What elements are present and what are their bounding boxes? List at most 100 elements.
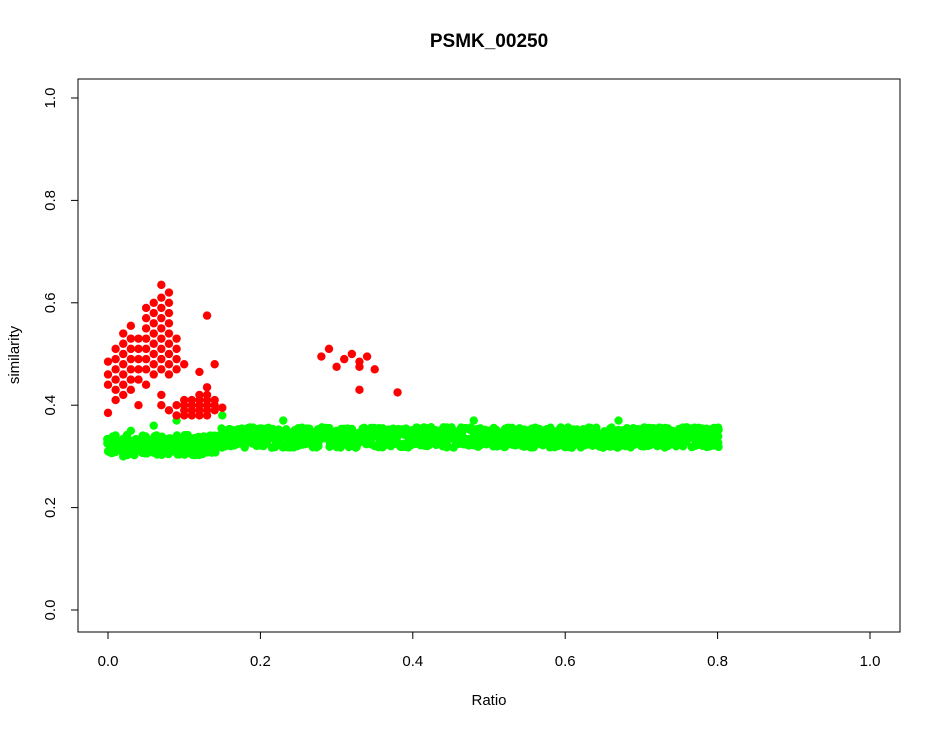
red-point xyxy=(317,352,326,361)
red-point xyxy=(187,411,197,420)
red-point xyxy=(172,365,181,374)
x-tick-label: 0.0 xyxy=(98,653,119,670)
green-point xyxy=(218,411,227,420)
red-point xyxy=(362,352,372,361)
red-point xyxy=(164,298,174,307)
green-series xyxy=(103,411,723,461)
red-point xyxy=(202,383,212,392)
red-point xyxy=(218,403,227,412)
red-point xyxy=(149,329,158,338)
y-axis-label: similarity xyxy=(6,325,23,384)
red-point xyxy=(103,408,113,418)
red-point xyxy=(126,385,136,395)
red-point xyxy=(149,319,158,328)
green-point xyxy=(442,441,452,450)
y-tick-label: 0.8 xyxy=(42,190,59,211)
red-point xyxy=(141,365,151,374)
x-tick-label: 1.0 xyxy=(860,653,881,670)
x-tick-label: 0.2 xyxy=(250,653,271,670)
red-point xyxy=(164,308,174,318)
green-point xyxy=(279,416,288,425)
red-point xyxy=(126,334,136,343)
green-point xyxy=(424,441,433,450)
x-tick-label: 0.8 xyxy=(707,653,728,670)
red-point xyxy=(149,360,158,369)
green-point xyxy=(111,436,120,446)
red-point xyxy=(119,370,128,379)
red-point xyxy=(149,339,158,348)
red-point xyxy=(126,365,136,374)
red-point xyxy=(180,360,189,369)
red-point xyxy=(157,293,166,302)
red-point xyxy=(210,360,219,369)
red-point xyxy=(119,380,128,389)
red-point xyxy=(157,313,166,323)
red-point xyxy=(172,344,181,354)
red-point xyxy=(103,370,113,379)
y-tick-label: 0.2 xyxy=(42,497,59,518)
green-point xyxy=(119,452,128,461)
red-point xyxy=(172,354,181,364)
red-point xyxy=(141,334,151,343)
red-point xyxy=(111,375,120,384)
red-point xyxy=(180,411,189,420)
red-point xyxy=(111,354,120,364)
red-point xyxy=(126,321,136,331)
x-tick-label: 0.4 xyxy=(402,653,423,670)
green-point xyxy=(149,421,158,430)
red-point xyxy=(141,354,151,364)
plot-frame xyxy=(77,78,901,633)
red-point xyxy=(157,401,166,410)
red-point xyxy=(195,411,204,420)
x-axis: 0.0 0.2 0.4 0.6 0.8 1.0 xyxy=(98,631,881,670)
red-point xyxy=(149,308,158,318)
red-point xyxy=(164,329,174,338)
red-point xyxy=(157,344,166,354)
red-point xyxy=(157,390,166,400)
red-point xyxy=(141,344,151,354)
red-point xyxy=(111,344,120,354)
red-point xyxy=(340,354,349,364)
red-point xyxy=(119,339,128,348)
chart-title: PSMK_00250 xyxy=(430,31,548,52)
red-point xyxy=(141,380,151,389)
green-point xyxy=(643,441,653,451)
red-point xyxy=(111,395,120,405)
red-point xyxy=(119,360,128,369)
green-point xyxy=(469,416,478,425)
red-point xyxy=(164,319,174,328)
y-tick-label: 0.0 xyxy=(42,600,59,621)
red-point xyxy=(134,365,143,374)
red-point xyxy=(141,313,151,323)
red-point xyxy=(119,349,128,359)
x-tick-label: 0.6 xyxy=(555,653,576,670)
red-point xyxy=(157,365,166,374)
red-point xyxy=(157,354,166,364)
red-point xyxy=(195,367,204,377)
red-point xyxy=(347,349,357,359)
green-point xyxy=(266,425,275,434)
green-point xyxy=(312,443,321,452)
red-point xyxy=(157,334,166,343)
red-point xyxy=(370,365,379,374)
red-point xyxy=(126,375,136,384)
red-point xyxy=(157,280,166,290)
red-point xyxy=(202,311,212,320)
red-point xyxy=(157,324,166,333)
red-point xyxy=(134,334,143,343)
red-point xyxy=(355,362,364,371)
y-tick-label: 0.6 xyxy=(42,292,59,313)
red-point xyxy=(149,298,158,307)
red-point xyxy=(355,385,364,395)
red-point xyxy=(134,401,143,410)
red-point xyxy=(103,357,113,366)
red-point xyxy=(126,344,136,354)
red-point xyxy=(172,411,181,420)
red-point xyxy=(164,370,174,379)
y-axis: 0.0 0.2 0.4 0.6 0.8 1.0 xyxy=(42,88,79,621)
red-point xyxy=(119,329,128,338)
green-point xyxy=(103,447,113,456)
red-point xyxy=(157,303,166,313)
green-point xyxy=(714,438,723,448)
